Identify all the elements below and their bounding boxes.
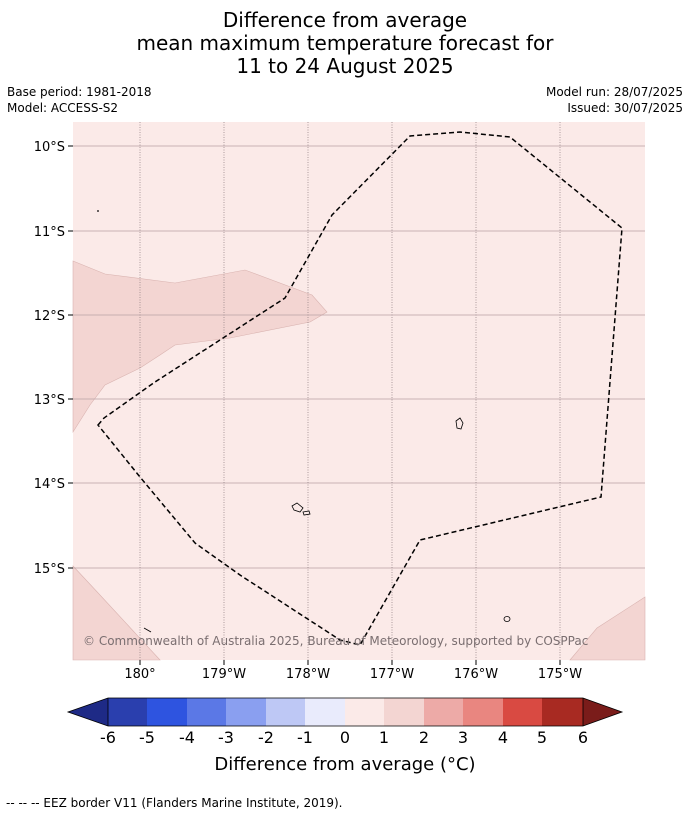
- colorbar-seg-5: [266, 698, 306, 726]
- island-south: [503, 616, 511, 622]
- map-background: [73, 122, 645, 660]
- lat-label-14: 14°S: [34, 477, 65, 492]
- island-futuna: [291, 502, 304, 513]
- lon-label-179w: 179°W: [202, 667, 246, 682]
- colorbar-extend-low: [68, 698, 108, 726]
- lat-label-13: 13°S: [34, 393, 65, 408]
- cbar-tick-n4: -4: [179, 728, 195, 747]
- island-dot: [97, 210, 99, 212]
- colorbar-seg-6: [305, 698, 345, 726]
- island-wallis: [455, 417, 464, 430]
- eez-footnote: -- -- -- EEZ border V11 (Flanders Marine…: [6, 796, 343, 810]
- colorbar-extend-high: [583, 698, 622, 726]
- title-line-3: 11 to 24 August 2025: [236, 54, 454, 78]
- lon-label-178w: 178°W: [286, 667, 330, 682]
- meta-left: Base period: 1981-2018 Model: ACCESS-S2: [7, 84, 152, 116]
- colorbar-seg-10: [463, 698, 503, 726]
- cbar-tick-4: 4: [498, 728, 508, 747]
- cbar-tick-n2: -2: [258, 728, 274, 747]
- cbar-tick-n5: -5: [139, 728, 155, 747]
- colorbar-seg-9: [424, 698, 464, 726]
- copyright-text: © Commonwealth of Australia 2025, Bureau…: [83, 634, 588, 648]
- cbar-tick-n6: -6: [100, 728, 116, 747]
- cbar-tick-1: 1: [379, 728, 389, 747]
- title-line-1: Difference from average: [222, 8, 468, 32]
- lat-label-12: 12°S: [34, 309, 65, 324]
- longitude-gridlines: [139, 122, 561, 660]
- colorbar-label: Difference from average (°C): [214, 754, 476, 775]
- colorbar-seg-7: [345, 698, 385, 726]
- cbar-tick-n3: -3: [218, 728, 234, 747]
- cbar-tick-6: 6: [578, 728, 588, 747]
- anomaly-region-west: [72, 260, 328, 434]
- lat-label-11: 11°S: [34, 225, 65, 240]
- colorbar-seg-3: [187, 698, 227, 726]
- lon-label-177w: 177°W: [370, 667, 414, 682]
- lat-label-10: 10°S: [34, 140, 65, 155]
- colorbar-seg-11: [503, 698, 543, 726]
- base-period: Base period: 1981-2018: [7, 85, 152, 99]
- model-run: Model run: 28/07/2025: [545, 85, 683, 99]
- latitude-gridlines: [73, 145, 645, 569]
- axis-ticks: [68, 145, 561, 665]
- cbar-tick-2: 2: [419, 728, 429, 747]
- cbar-tick-n1: -1: [297, 728, 313, 747]
- eez-border: [97, 131, 623, 646]
- lon-label-180: 180°: [124, 667, 155, 682]
- cbar-tick-0: 0: [340, 728, 350, 747]
- island-southwest: [143, 627, 152, 633]
- model-name: Model: ACCESS-S2: [7, 101, 119, 115]
- anomaly-region-southeast: [569, 596, 646, 661]
- lon-label-176w: 176°W: [454, 667, 498, 682]
- colorbar-seg-1: [108, 698, 148, 726]
- lat-label-15: 15°S: [34, 562, 65, 577]
- lon-label-175w: 175°W: [538, 667, 582, 682]
- colorbar-seg-8: [384, 698, 424, 726]
- anomaly-region-southwest: [72, 565, 161, 661]
- cbar-tick-5: 5: [537, 728, 547, 747]
- colorbar-seg-12: [542, 698, 583, 726]
- longitude-labels: 180° 179°W 178°W 177°W 176°W 175°W: [124, 667, 582, 682]
- colorbar-seg-2: [147, 698, 187, 726]
- title-line-2: mean maximum temperature forecast for: [136, 31, 554, 55]
- colorbar: [66, 697, 624, 727]
- issued-date: Issued: 30/07/2025: [567, 101, 683, 115]
- cbar-tick-3: 3: [458, 728, 468, 747]
- colorbar-tick-labels: -6 -5 -4 -3 -2 -1 0 1 2 3 4 5 6: [100, 728, 588, 747]
- island-alofi: [302, 510, 311, 516]
- latitude-labels: 10°S 11°S 12°S 13°S 14°S 15°S: [34, 140, 65, 577]
- colorbar-seg-4: [226, 698, 266, 726]
- meta-right: Model run: 28/07/2025 Issued: 30/07/2025: [546, 84, 683, 116]
